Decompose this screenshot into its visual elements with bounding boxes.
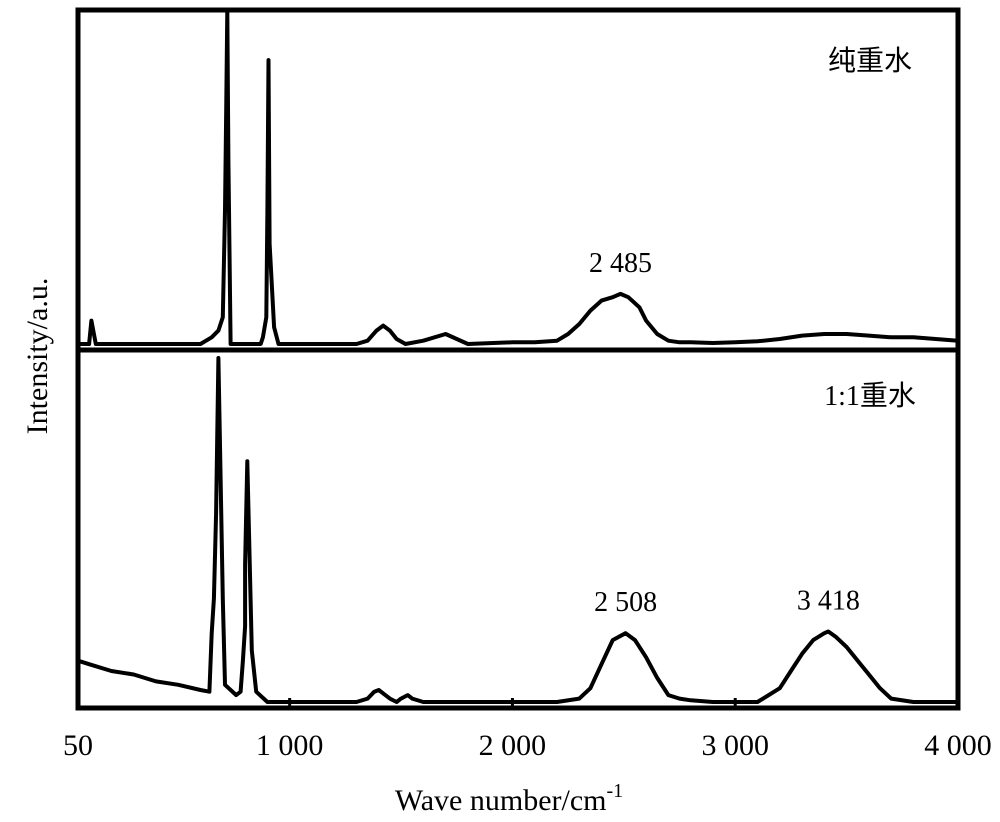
y-axis-title: Intensity/a.u.: [21, 278, 54, 435]
panel-frame-top: [75, 7, 961, 353]
x-axis-title-superscript: -1: [607, 780, 624, 802]
spectrum-line-2: [77, 356, 958, 704]
x-tick-label-3: 2 000: [479, 729, 547, 762]
series-label-2: 1:1重水: [824, 380, 916, 412]
peak-label-1-1: 2 485: [589, 248, 652, 279]
series-label-1: 纯重水: [828, 45, 912, 77]
panel-frame-bottom: [75, 347, 961, 711]
spectrum-line-1: [78, 8, 959, 346]
x-axis-title: Wave number/cm-1: [395, 780, 623, 817]
x-tick-label-4: 3 000: [701, 729, 769, 762]
x-tick-label-1: 50: [63, 729, 93, 762]
peak-label-2-1: 2 508: [594, 587, 657, 618]
peak-label-2-2: 3 418: [797, 585, 860, 616]
x-tick-label-2: 1 000: [256, 729, 324, 762]
x-tick-label-5: 4 000: [924, 729, 992, 762]
x-axis-title-text: Wave number/cm: [395, 784, 607, 817]
